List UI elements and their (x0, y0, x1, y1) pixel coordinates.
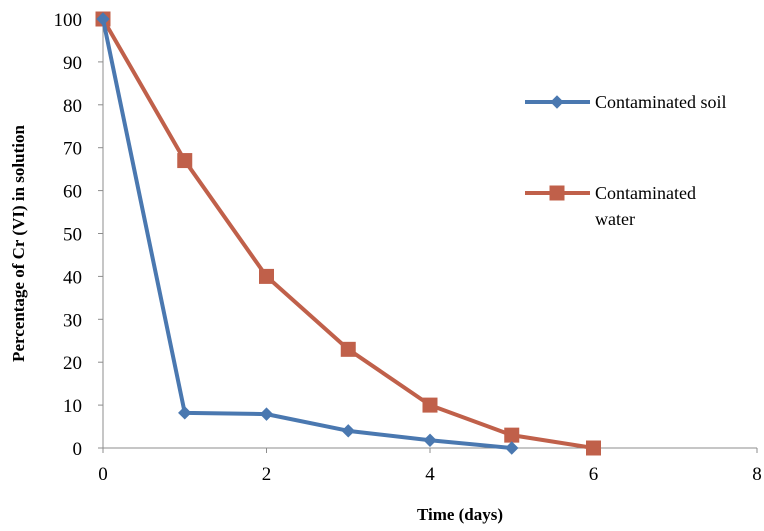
y-tick-label: 80 (63, 96, 82, 117)
x-tick-label: 0 (98, 464, 108, 485)
data-point (259, 268, 274, 284)
data-point (504, 427, 520, 443)
y-tick-label: 50 (63, 225, 82, 246)
x-tick-label: 4 (425, 464, 435, 485)
series-line (101, 18, 512, 450)
y-tick-label: 90 (63, 53, 82, 74)
data-point (177, 153, 193, 169)
data-point (586, 440, 601, 456)
data-point (422, 397, 438, 413)
y-tick-label: 70 (63, 139, 82, 160)
y-tick-label: 60 (63, 182, 82, 203)
data-point (341, 424, 355, 438)
series-0 (96, 12, 519, 455)
data-point (96, 12, 110, 26)
x-axis-title: Time (days) (417, 505, 503, 524)
legend-marker (550, 95, 564, 109)
y-tick-label: 40 (63, 267, 82, 288)
axes: 0 10 20 30 40 50 60 70 80 90 100 0 2 4 6 8 (54, 10, 762, 485)
legend-marker (549, 185, 565, 201)
data-point (259, 407, 274, 421)
series-1 (95, 11, 601, 456)
data-point (178, 406, 192, 420)
y-tick-label: 30 (63, 310, 82, 331)
y-tick-label: 10 (63, 396, 82, 417)
y-tick-label: 100 (54, 10, 83, 31)
legend-entry-0: Contaminated soil (525, 92, 726, 112)
legend-label: Contaminated soil (595, 92, 726, 112)
series-layer (95, 11, 601, 456)
y-tick-label: 20 (63, 353, 82, 374)
series-line (101, 17, 594, 450)
y-axis-title: Percentage of Cr (VI) in solution (9, 125, 28, 362)
data-point (340, 341, 356, 357)
data-point (505, 441, 519, 455)
x-tick-label: 6 (589, 464, 599, 485)
x-tick-label: 2 (262, 464, 272, 485)
legend: Contaminated soil Contaminated water (525, 92, 726, 229)
legend-entry-1: Contaminated water (525, 183, 696, 229)
x-tick-label: 8 (752, 464, 762, 485)
y-tick-label: 0 (73, 439, 83, 460)
legend-label: Contaminated water (595, 183, 696, 229)
data-point (423, 433, 437, 447)
